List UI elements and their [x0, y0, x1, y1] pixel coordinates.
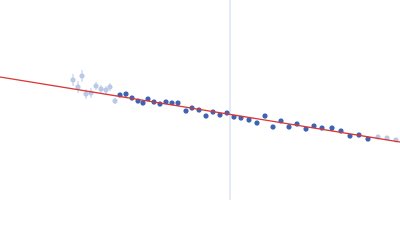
- data-point: [70, 77, 76, 83]
- data-point: [203, 113, 209, 119]
- data-point: [123, 91, 129, 97]
- data-point: [112, 98, 118, 104]
- data-point: [175, 100, 181, 106]
- data-point: [270, 124, 276, 130]
- data-point: [262, 113, 268, 119]
- data-point: [329, 125, 335, 131]
- data-point: [75, 84, 81, 90]
- data-point: [254, 120, 260, 126]
- data-point: [98, 86, 104, 92]
- chart: [0, 0, 400, 200]
- data-point: [286, 124, 292, 130]
- data-point: [107, 84, 113, 90]
- data-point: [303, 126, 309, 132]
- fit-line: [0, 76, 400, 143]
- data-point: [246, 117, 252, 123]
- data-point: [103, 87, 109, 93]
- data-point: [79, 73, 85, 79]
- data-point: [140, 100, 146, 106]
- data-point: [83, 91, 89, 97]
- data-point: [93, 83, 99, 89]
- data-point: [217, 112, 223, 118]
- data-point: [365, 136, 371, 142]
- data-point: [183, 108, 189, 114]
